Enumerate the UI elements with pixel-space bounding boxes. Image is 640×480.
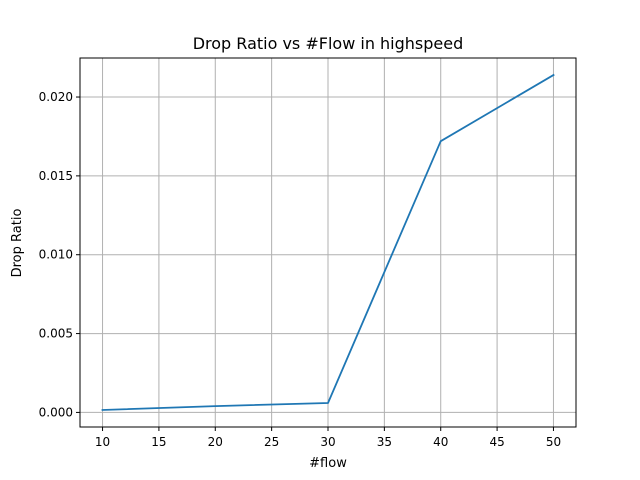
x-axis-label: #flow (309, 456, 347, 471)
x-tick-label: 35 (377, 435, 392, 449)
series-line (101, 73, 555, 411)
x-tick-label: 45 (489, 435, 504, 449)
y-axis-label: Drop Ratio (10, 209, 25, 278)
x-tick-label: 10 (95, 435, 110, 449)
grid (80, 58, 576, 427)
x-tick-label: 30 (320, 435, 335, 449)
y-tick-label: 0.020 (39, 90, 73, 104)
y-tick-label: 0.000 (39, 405, 73, 419)
x-tick-label: 40 (433, 435, 448, 449)
chart-title: Drop Ratio vs #Flow in highspeed (193, 34, 464, 53)
x-tick-label: 15 (151, 435, 166, 449)
x-tick-label: 25 (264, 435, 279, 449)
y-tick-label: 0.005 (39, 327, 73, 341)
x-tick-label: 50 (546, 435, 561, 449)
y-tick-label: 0.010 (39, 248, 73, 262)
x-axis-ticks: 10 15 20 25 30 35 40 45 50 (95, 427, 561, 449)
x-tick-label: 20 (208, 435, 223, 449)
y-tick-label: 0.015 (39, 169, 73, 183)
y-axis-ticks: 0.000 0.005 0.010 0.015 0.020 (39, 90, 80, 419)
series-lines (101, 73, 555, 411)
